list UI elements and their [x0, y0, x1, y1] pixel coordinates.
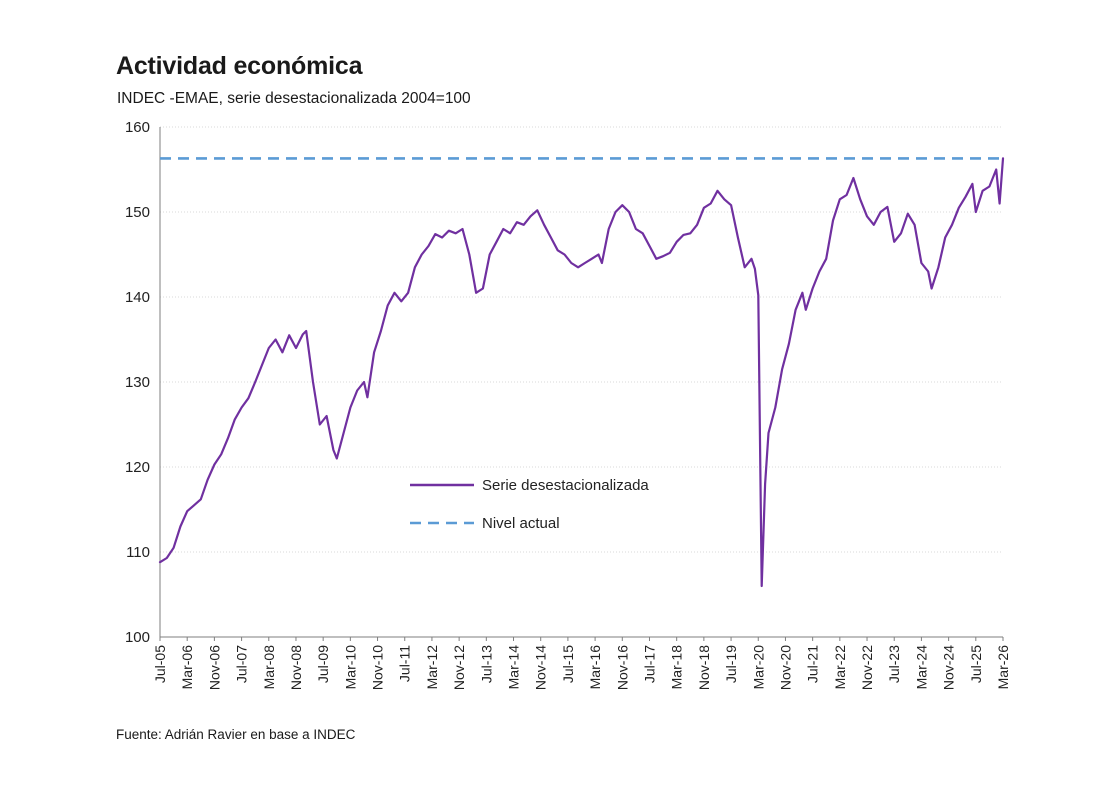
x-tick-label: Jul-17 [641, 645, 657, 683]
x-tick-label: Jul-09 [315, 645, 331, 683]
legend-label-nivel: Nivel actual [482, 515, 560, 532]
x-tick-label: Mar-06 [179, 645, 195, 690]
x-tick-label: Mar-20 [750, 645, 766, 690]
chart-title: Actividad económica [116, 52, 363, 80]
x-tick-label: Nov-16 [614, 645, 630, 690]
series-layer [158, 157, 1005, 588]
legend-label-serie: Serie desestacionalizada [482, 477, 649, 494]
x-tick-label: Mar-16 [587, 645, 603, 690]
x-tick-label: Nov-22 [859, 645, 875, 690]
x-tick-label: Jul-21 [805, 645, 821, 683]
x-tick-label: Mar-24 [913, 645, 929, 690]
x-tick-label: Nov-20 [777, 645, 793, 690]
x-tick-label: Jul-19 [723, 645, 739, 683]
x-tick-label: Nov-18 [696, 645, 712, 690]
x-tick-label: Mar-18 [669, 645, 685, 690]
y-tick-label: 110 [126, 544, 150, 561]
x-tick-label: Nov-12 [451, 645, 467, 690]
x-tick-label: Nov-14 [533, 645, 549, 690]
series-desestacionalizada [158, 157, 1005, 588]
x-tick-label: Jul-15 [560, 645, 576, 683]
x-tick-label: Mar-12 [424, 645, 440, 690]
x-tick-label: Nov-10 [370, 645, 386, 690]
y-tick-label: 130 [125, 374, 150, 391]
x-tick-label: Nov-06 [206, 645, 222, 690]
y-axis-ticks: 100 110 120 130 140 150 160 [125, 119, 150, 646]
x-tick-label: Jul-13 [478, 645, 494, 683]
x-tick-label: Nov-08 [288, 645, 304, 690]
x-tick-label: Jul-05 [152, 645, 168, 683]
x-tick-label: Mar-10 [342, 645, 358, 690]
y-tick-label: 140 [125, 289, 150, 306]
x-tick-label: Mar-26 [995, 645, 1011, 690]
x-tick-label: Jul-23 [886, 645, 902, 683]
x-tick-label: Jul-25 [968, 645, 984, 683]
chart-subtitle: INDEC -EMAE, serie desestacionalizada 20… [117, 90, 471, 107]
x-tick-label: Mar-22 [832, 645, 848, 690]
x-tick-label: Jul-11 [397, 645, 413, 682]
legend: Serie desestacionalizada Nivel actual [410, 477, 649, 532]
x-tick-label: Mar-14 [506, 645, 522, 690]
source-note: Fuente: Adrián Ravier en base a INDEC [116, 727, 356, 742]
x-tick-label: Jul-07 [234, 645, 250, 683]
y-tick-label: 100 [125, 629, 150, 646]
y-tick-label: 150 [125, 204, 150, 221]
x-tick-label: Mar-08 [261, 645, 277, 690]
x-tick-label: Nov-24 [941, 645, 957, 690]
y-tick-label: 120 [125, 459, 150, 476]
gridlines [160, 126, 1003, 553]
x-axis: Jul-05 Mar-06 Nov-06 Jul-07 Mar-08 Nov-08 Jul-… [152, 127, 1011, 690]
y-tick-label: 160 [125, 119, 150, 136]
